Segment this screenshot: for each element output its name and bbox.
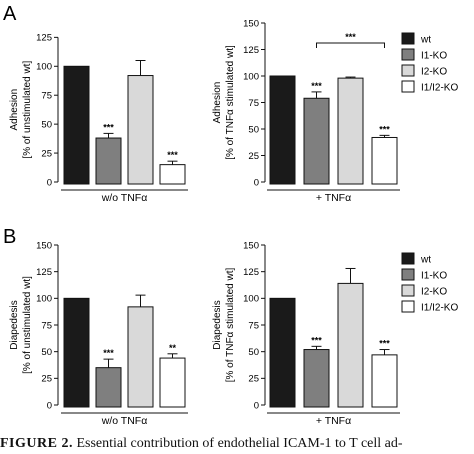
group-label: + TNFα bbox=[316, 415, 351, 427]
bar-i2-ko bbox=[127, 75, 154, 185]
y-axis-label: [% of TNFα stimulated wt] bbox=[225, 268, 236, 383]
legend-label: I1-KO bbox=[421, 51, 447, 62]
bar-i2-ko bbox=[337, 77, 364, 185]
y-axis-label: Adhesion bbox=[9, 89, 20, 131]
legend-label: I2-KO bbox=[421, 287, 447, 298]
y-axis-label: [% of unstimulated wt] bbox=[22, 61, 33, 159]
y-tick-label: 100 bbox=[243, 294, 259, 305]
y-tick-label: 125 bbox=[243, 45, 259, 56]
y-axis-label: Diapedesis bbox=[9, 300, 20, 349]
chart-b-left: 0 25 50 75 100 125 150 Diapedesis [% of unstimul… bbox=[9, 240, 188, 427]
significance-mark: *** bbox=[379, 339, 390, 349]
bar-wt bbox=[63, 65, 90, 185]
legend-swatch bbox=[401, 64, 415, 77]
y-tick-label: 50 bbox=[41, 347, 52, 358]
comparison-bracket bbox=[316, 42, 385, 48]
y-tick-label: 50 bbox=[41, 119, 52, 130]
y-tick-label: 75 bbox=[41, 320, 52, 331]
legend-swatch bbox=[401, 300, 415, 313]
significance-mark: *** bbox=[103, 122, 114, 132]
legend-label: I1-KO bbox=[421, 271, 447, 282]
bar-i2-ko bbox=[337, 282, 364, 408]
y-tick-label: 125 bbox=[36, 33, 52, 44]
y-tick-label: 100 bbox=[36, 294, 52, 305]
y-tick-label: 0 bbox=[254, 400, 259, 411]
bar-wt bbox=[63, 297, 90, 408]
legend-label: I1/I2-KO bbox=[421, 303, 458, 314]
bar-i1-i2-ko bbox=[371, 354, 398, 408]
significance-mark: *** bbox=[379, 124, 390, 134]
y-tick-label: 25 bbox=[41, 148, 52, 159]
bar-i1-ko bbox=[303, 349, 330, 408]
significance-mark: *** bbox=[167, 150, 178, 160]
legend-panel-b: wt I1-KO I2-KO I1/I2-KO bbox=[401, 252, 458, 314]
bar-i2-ko bbox=[127, 306, 154, 408]
legend-label: wt bbox=[420, 35, 431, 46]
y-axis-label: Adhesion bbox=[212, 82, 223, 124]
chart-a-right: 0 25 50 75 100 125 150 Adhesion [% of TNFα stimu… bbox=[212, 18, 400, 204]
legend-label: I2-KO bbox=[421, 67, 447, 78]
y-tick-label: 100 bbox=[243, 71, 259, 82]
y-tick-label: 100 bbox=[36, 62, 52, 73]
panel-letter-a: A bbox=[3, 3, 17, 25]
legend-swatch bbox=[401, 32, 415, 45]
y-tick-label: 125 bbox=[243, 267, 259, 278]
legend-label: I1/I2-KO bbox=[421, 83, 458, 94]
y-axis-label: Diapedesis bbox=[212, 300, 223, 349]
y-tick-label: 25 bbox=[248, 374, 259, 385]
y-tick-label: 25 bbox=[248, 151, 259, 162]
significance-mark: ** bbox=[169, 343, 177, 353]
y-tick-label: 125 bbox=[36, 267, 52, 278]
y-tick-label: 25 bbox=[41, 374, 52, 385]
y-tick-label: 150 bbox=[243, 240, 259, 251]
y-tick-label: 50 bbox=[248, 347, 259, 358]
significance-mark: *** bbox=[103, 348, 114, 358]
bar-i1-ko bbox=[303, 97, 330, 185]
y-tick-label: 75 bbox=[248, 320, 259, 331]
bar-i1-i2-ko bbox=[159, 357, 186, 408]
legend-swatch bbox=[401, 252, 415, 265]
bar-i1-i2-ko bbox=[371, 136, 398, 185]
y-tick-label: 75 bbox=[248, 98, 259, 109]
legend-swatch bbox=[401, 48, 415, 61]
group-label: w/o TNFα bbox=[101, 415, 148, 427]
y-tick-label: 150 bbox=[36, 240, 52, 251]
bracket-significance: *** bbox=[345, 32, 356, 42]
y-tick-label: 50 bbox=[248, 124, 259, 135]
bar-wt bbox=[269, 297, 296, 408]
legend-panel-a: wt I1-KO I2-KO I1/I2-KO bbox=[401, 32, 458, 94]
y-tick-label: 0 bbox=[47, 400, 52, 411]
group-label: w/o TNFα bbox=[101, 192, 148, 204]
panel-letter-b: B bbox=[3, 226, 16, 248]
chart-a-left: 0 25 50 75 100 125 Adhesion [% of unstimulated … bbox=[9, 33, 188, 204]
bar-wt bbox=[269, 75, 296, 185]
caption-text: Essential contribution of endothelial IC… bbox=[76, 436, 403, 451]
chart-b-right: 0 25 50 75 100 125 150 Diapedesis [% of TNFα sti… bbox=[212, 240, 400, 427]
legend-label: wt bbox=[420, 255, 431, 266]
legend-swatch bbox=[401, 80, 415, 93]
y-tick-label: 0 bbox=[254, 177, 259, 188]
y-axis-label: [% of TNFα stimulated wt] bbox=[225, 45, 236, 160]
legend-swatch bbox=[401, 268, 415, 281]
bar-i1-i2-ko bbox=[159, 164, 186, 185]
group-label: + TNFα bbox=[316, 192, 351, 204]
y-tick-label: 150 bbox=[243, 18, 259, 29]
significance-mark: *** bbox=[311, 335, 322, 345]
y-tick-label: 75 bbox=[41, 91, 52, 102]
bar-i1-ko bbox=[95, 137, 122, 185]
bar-i1-ko bbox=[95, 367, 122, 408]
y-tick-label: 0 bbox=[47, 177, 52, 188]
significance-mark: *** bbox=[311, 81, 322, 91]
caption-label: FIGURE 2. bbox=[0, 436, 73, 451]
figure-caption: FIGURE 2. Essential contribution of endo… bbox=[0, 436, 474, 452]
y-axis-label: [% of unstimulated wt] bbox=[22, 276, 33, 374]
legend-swatch bbox=[401, 284, 415, 297]
